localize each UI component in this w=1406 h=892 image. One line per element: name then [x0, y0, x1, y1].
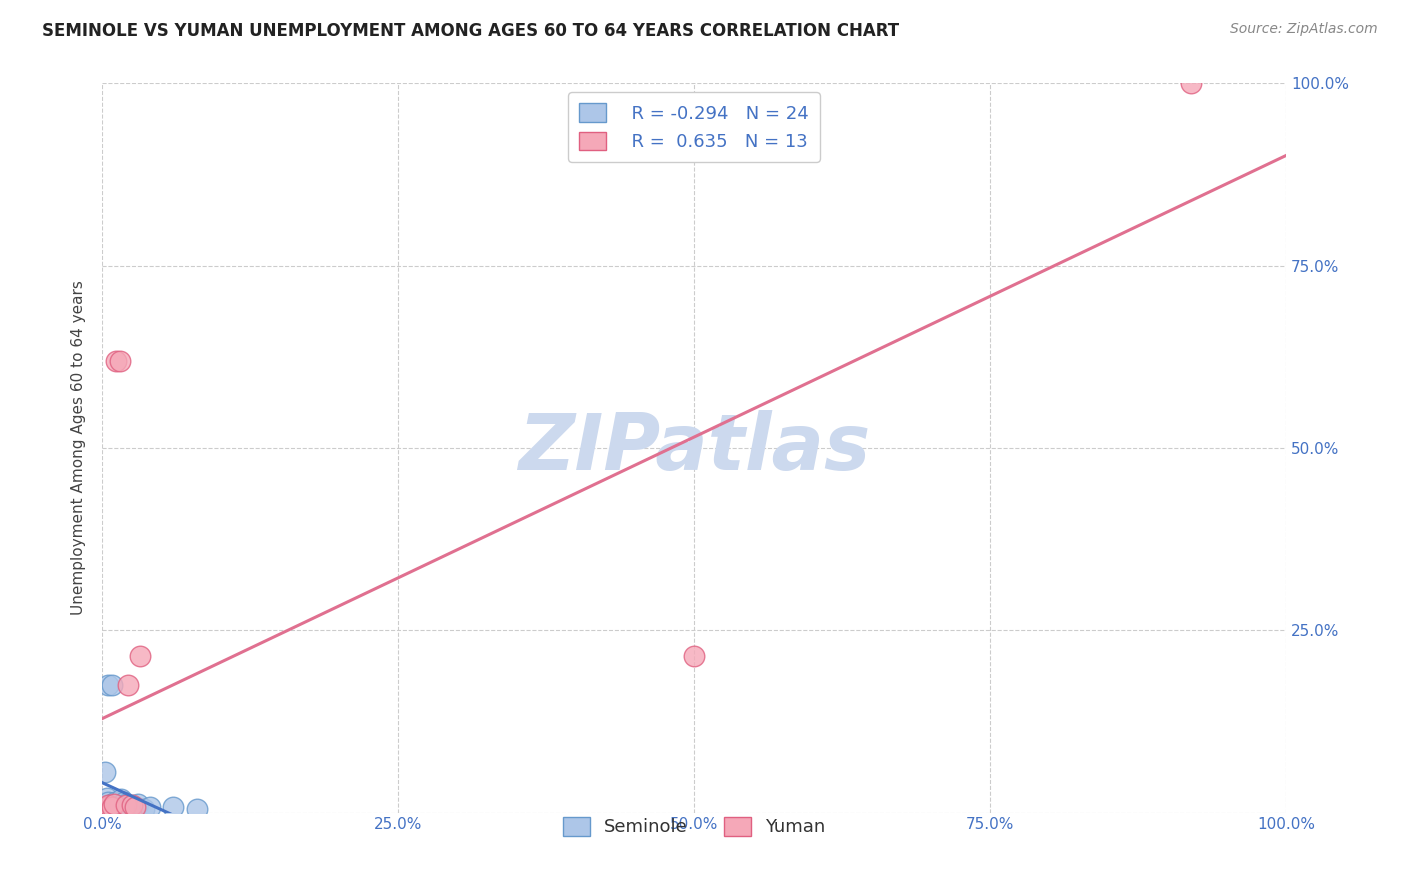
Point: [117, 678, 139, 692]
Point: [107, 797, 129, 811]
Text: Source: ZipAtlas.com: Source: ZipAtlas.com: [1230, 22, 1378, 37]
Point: [1180, 77, 1202, 91]
Point: [100, 797, 122, 811]
Text: ZIPatlas: ZIPatlas: [517, 410, 870, 486]
Point: [115, 798, 138, 813]
Point: [132, 802, 155, 816]
Point: [115, 797, 138, 811]
Y-axis label: Unemployment Among Ages 60 to 64 years: Unemployment Among Ages 60 to 64 years: [72, 281, 86, 615]
Point: [100, 798, 122, 813]
Text: SEMINOLE VS YUMAN UNEMPLOYMENT AMONG AGES 60 TO 64 YEARS CORRELATION CHART: SEMINOLE VS YUMAN UNEMPLOYMENT AMONG AGE…: [42, 22, 900, 40]
Point: [105, 353, 128, 368]
Point: [96, 791, 118, 805]
Point: [162, 799, 184, 814]
Point: [108, 798, 131, 813]
Point: [101, 799, 124, 814]
Point: [100, 678, 122, 692]
Point: [94, 799, 117, 814]
Point: [103, 798, 125, 813]
Point: [93, 765, 115, 780]
Point: [103, 797, 125, 811]
Point: [100, 799, 122, 814]
Point: [138, 799, 160, 814]
Point: [105, 798, 128, 813]
Point: [107, 799, 129, 814]
Point: [97, 795, 120, 809]
Point: [129, 648, 152, 663]
Point: [683, 648, 706, 663]
Point: [110, 792, 132, 806]
Point: [124, 799, 146, 814]
Point: [186, 802, 208, 816]
Point: [97, 678, 120, 692]
Point: [104, 795, 127, 809]
Point: [121, 798, 143, 813]
Point: [127, 797, 149, 811]
Point: [108, 353, 131, 368]
Point: [117, 799, 139, 814]
Point: [121, 798, 143, 813]
Point: [112, 795, 135, 809]
Legend: Seminole, Yuman: Seminole, Yuman: [555, 810, 832, 844]
Point: [97, 798, 120, 813]
